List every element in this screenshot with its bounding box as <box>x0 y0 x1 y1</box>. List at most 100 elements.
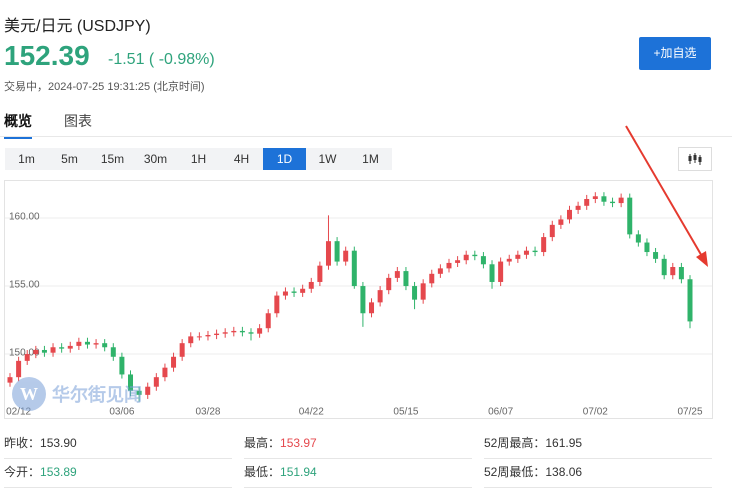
candle-body <box>584 199 590 206</box>
candle-body <box>145 386 151 395</box>
candle-body <box>541 237 547 253</box>
candle-body <box>317 265 323 282</box>
candle-icon <box>688 153 702 165</box>
watermark: W 华尔街见闻 <box>12 377 142 411</box>
candle-body <box>84 341 90 345</box>
candle-body <box>532 250 538 253</box>
period-button[interactable]: 30m <box>143 152 168 166</box>
x-tick-label: 03/06 <box>109 407 134 418</box>
period-button[interactable]: 5m <box>61 152 78 166</box>
candle-body <box>162 367 168 378</box>
candle-body <box>171 356 177 368</box>
status: 交易中，2024-07-25 19:31:25 (北京时间) <box>4 81 205 93</box>
candle-body <box>403 271 409 287</box>
candle-body <box>618 197 624 204</box>
period-button[interactable]: 1H <box>190 152 207 166</box>
candle-body <box>558 219 564 225</box>
period-button[interactable]: 15m <box>100 152 125 166</box>
candle-body <box>661 258 667 276</box>
candle-body <box>351 250 357 287</box>
candle-body <box>601 196 607 202</box>
candle-body <box>437 268 443 274</box>
candle-body <box>248 332 254 334</box>
candle-body <box>566 209 572 220</box>
stat-cell: 今开：153.89 <box>4 463 232 488</box>
stat-value: 153.97 <box>280 436 317 450</box>
period-button[interactable]: 1M <box>362 152 379 166</box>
stat-label: 52周最低： <box>484 465 546 479</box>
candle-body <box>506 258 512 262</box>
candle-body <box>369 302 375 314</box>
candle-body <box>231 330 237 333</box>
candle-body <box>429 273 435 284</box>
candle-body <box>102 343 108 348</box>
candle-body <box>653 252 659 259</box>
candle-body <box>446 262 452 269</box>
candle-body <box>635 234 641 243</box>
stat-label: 昨收： <box>4 436 41 450</box>
candle-body <box>377 290 383 303</box>
candle-body <box>291 291 297 293</box>
candle-body <box>50 347 56 353</box>
x-tick-label: 03/28 <box>195 407 220 418</box>
candle-body <box>678 267 684 280</box>
y-tick-label: 155.00 <box>9 280 40 291</box>
period-button[interactable]: 1W <box>318 152 337 166</box>
candle-body <box>265 313 271 329</box>
period-button[interactable]: 1D <box>263 148 306 170</box>
chart-frame <box>4 180 713 419</box>
tab[interactable]: 概览 <box>4 111 32 139</box>
candle-body <box>420 283 426 300</box>
x-tick-label: 06/07 <box>488 407 513 418</box>
chart: 150.00 155.00 160.00 02/12 03/06 03/28 04/22 05… <box>4 180 713 419</box>
period-button[interactable]: 1m <box>18 152 35 166</box>
stat-cell: 最低：151.94 <box>244 463 472 488</box>
candle-body <box>334 241 340 262</box>
candle-body <box>110 347 116 357</box>
candle-body <box>59 347 65 349</box>
candle-body <box>515 254 521 259</box>
stats-row: 昨收：153.90 最高：153.97 52周最高：161.95 <box>0 428 732 459</box>
x-tick-label: 07/25 <box>677 407 702 418</box>
stat-value: 138.06 <box>545 465 583 479</box>
chart-type-button[interactable] <box>678 147 712 171</box>
candle-body <box>472 254 478 257</box>
candle-body <box>412 286 418 300</box>
candle-body <box>16 360 22 378</box>
divider <box>0 136 732 137</box>
candle-body <box>386 277 392 291</box>
candle-body <box>480 256 486 265</box>
candle-body <box>687 279 693 322</box>
x-tick-label: 04/22 <box>299 407 324 418</box>
y-tick-label: 160.00 <box>9 212 40 223</box>
tab[interactable]: 图表 <box>64 113 92 129</box>
candle-body <box>549 224 555 238</box>
candle-body <box>343 250 349 262</box>
candle-body <box>627 197 633 235</box>
period-button[interactable]: 4H <box>233 152 250 166</box>
x-tick-label: 02/12 <box>6 407 31 418</box>
x-tick-label: 07/02 <box>583 407 608 418</box>
stats: 昨收：153.90 最高：153.97 52周最高：161.95 今开：153.89 最… <box>0 428 732 499</box>
candle-body <box>644 242 650 253</box>
add-watchlist-button[interactable]: +加自选 <box>639 37 711 70</box>
candle-body <box>239 330 245 333</box>
candle-body <box>489 264 495 282</box>
candle-body <box>394 271 400 278</box>
change: -1.51 ( -0.98%) <box>108 51 215 68</box>
candle-body <box>153 377 159 387</box>
candle-body <box>523 250 529 255</box>
candle-body <box>188 336 194 344</box>
price: 152.39 <box>4 40 90 71</box>
y-tick-label: 150.00 <box>9 348 40 359</box>
candle-body <box>308 281 314 289</box>
stat-cell: 52周最低：138.06 <box>484 463 712 488</box>
title: 美元/日元 (USDJPY) <box>4 18 151 35</box>
candle-body <box>119 356 125 375</box>
stat-label: 最低： <box>244 465 281 479</box>
candle-body <box>592 196 598 200</box>
candle-body <box>214 333 220 336</box>
candle-body <box>670 267 676 276</box>
candle-body <box>360 286 366 314</box>
candle-body <box>76 341 82 346</box>
